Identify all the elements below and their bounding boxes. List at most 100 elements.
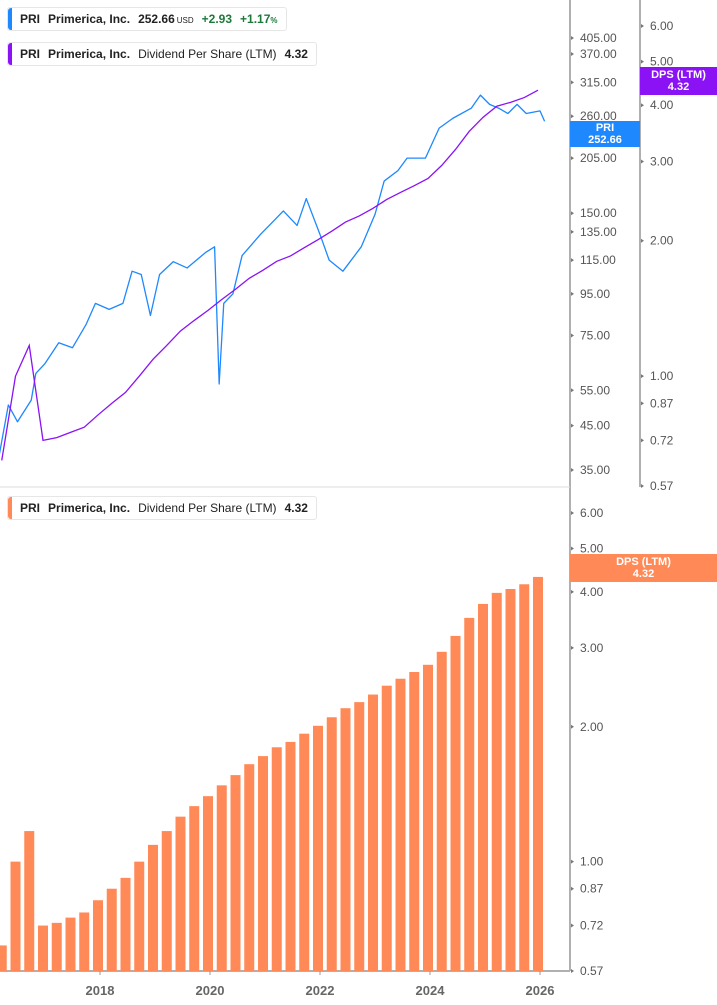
dps-bar-tick-label: 6.00	[580, 506, 604, 520]
price-tick-label: 135.00	[580, 225, 617, 239]
dps-bar	[285, 741, 296, 971]
tick-mark	[571, 546, 574, 551]
dps-bar-tick-label: 3.00	[580, 641, 604, 655]
price-tick-label: 260.00	[580, 109, 617, 123]
dps-tag-value: 4.32	[632, 568, 655, 580]
price-tick-label: 370.00	[580, 47, 617, 61]
price-tag-value: 252.66	[588, 134, 622, 146]
dps-bar-tick-label: 1.00	[580, 855, 604, 869]
dps-bar	[368, 694, 378, 971]
price-tick-label: 45.00	[580, 419, 610, 433]
tick-mark	[571, 80, 574, 85]
dps-bar	[175, 816, 186, 971]
metric-value: 4.32	[284, 501, 308, 515]
dps-tick-label: 0.87	[650, 396, 674, 410]
metric-name: Dividend Per Share (LTM)	[138, 501, 277, 515]
dps-line	[1, 89, 539, 461]
tick-mark	[641, 24, 644, 28]
dps-bar	[0, 945, 7, 971]
dps-bar	[148, 844, 158, 971]
price-change-pct: +1.17	[240, 12, 271, 26]
dps-tick-label: 2.00	[650, 234, 674, 248]
dps-tick-label: 5.00	[650, 55, 674, 69]
tick-mark	[571, 511, 574, 515]
dps-bar	[450, 635, 461, 971]
dps-bar	[120, 877, 131, 971]
tick-mark	[571, 51, 574, 56]
tick-mark	[571, 291, 574, 296]
dps-bar	[134, 861, 145, 971]
dps-bar	[519, 584, 530, 971]
price-tick-label: 405.00	[580, 31, 617, 45]
tick-mark	[641, 438, 644, 443]
percent-sign: %	[270, 16, 278, 25]
company-name: Primerica, Inc.	[48, 501, 131, 515]
dps-bar-tick-label: 4.00	[580, 585, 604, 599]
x-tick-label: 2018	[86, 983, 115, 998]
ticker: PRI	[20, 12, 41, 26]
tick-mark	[571, 36, 574, 40]
dps-tick-label: 0.72	[650, 433, 674, 447]
dps-bar-tick-label: 0.87	[580, 882, 604, 896]
dps-bar-tick-label: 2.00	[580, 720, 604, 734]
dps-bar	[230, 775, 241, 971]
tick-mark	[641, 484, 644, 488]
dps-bar-tick-label: 0.57	[580, 964, 604, 978]
price-tick-label: 75.00	[580, 329, 610, 343]
dps-bar	[299, 733, 310, 971]
tick-mark	[641, 238, 644, 243]
tick-mark	[571, 211, 574, 216]
dps-bar	[313, 725, 323, 971]
dps-tag-label: DPS (LTM)	[651, 69, 706, 81]
dps-bar	[93, 900, 103, 971]
tick-mark	[571, 258, 574, 263]
dps-bar	[505, 588, 516, 971]
dps-bar	[189, 806, 200, 971]
dps-bar	[203, 796, 213, 971]
ticker: PRI	[20, 501, 41, 515]
price-tick-label: 55.00	[580, 383, 610, 397]
price-tick-label: 95.00	[580, 287, 610, 301]
dps-tag-value: 4.32	[667, 81, 690, 93]
price-line	[0, 94, 546, 455]
series-color-bar	[8, 8, 12, 30]
dps-bar	[244, 764, 255, 971]
price-tick-label: 205.00	[580, 151, 617, 165]
dps-bar	[51, 922, 62, 971]
tick-mark	[571, 114, 574, 119]
series-color-bar	[8, 497, 12, 519]
price-tag: PRI 252.66	[570, 121, 640, 147]
price-tick-label: 315.00	[580, 75, 617, 89]
dps-bar	[381, 685, 392, 971]
dps-bar	[216, 785, 227, 971]
tick-mark	[571, 333, 574, 338]
dps-top-legend[interactable]: PRI Primerica, Inc. Dividend Per Share (…	[7, 42, 317, 66]
dps-bar	[533, 576, 543, 971]
tick-mark	[571, 423, 574, 428]
price-tick-label: 35.00	[580, 463, 610, 477]
price-tag-label: PRI	[595, 122, 615, 134]
dps-bar	[491, 592, 502, 971]
tick-mark	[641, 59, 644, 64]
tick-mark	[571, 388, 574, 393]
dps-bottom-legend[interactable]: PRI Primerica, Inc. Dividend Per Share (…	[7, 496, 317, 520]
x-tick-label: 2022	[306, 983, 335, 998]
tick-mark	[641, 103, 644, 108]
dps-bar	[65, 917, 76, 971]
tick-mark	[571, 969, 574, 973]
price-legend[interactable]: PRI Primerica, Inc. 252.66 USD +2.93 +1.…	[7, 7, 287, 31]
tick-mark	[571, 156, 574, 161]
dps-tick-label: 0.57	[650, 479, 674, 493]
dps-bar	[478, 603, 488, 971]
x-tick-label: 2020	[196, 983, 225, 998]
dps-tick-label: 3.00	[650, 154, 674, 168]
dps-bar-tick-label: 5.00	[580, 541, 604, 555]
dps-bottom-tag: DPS (LTM) 4.32	[570, 554, 717, 582]
tick-mark	[641, 159, 644, 164]
dps-top-tag: DPS (LTM) 4.32	[640, 67, 717, 95]
company-name: Primerica, Inc.	[48, 47, 131, 61]
dps-tick-label: 4.00	[650, 98, 674, 112]
dps-bar	[24, 831, 35, 971]
series-color-bar	[8, 43, 12, 65]
